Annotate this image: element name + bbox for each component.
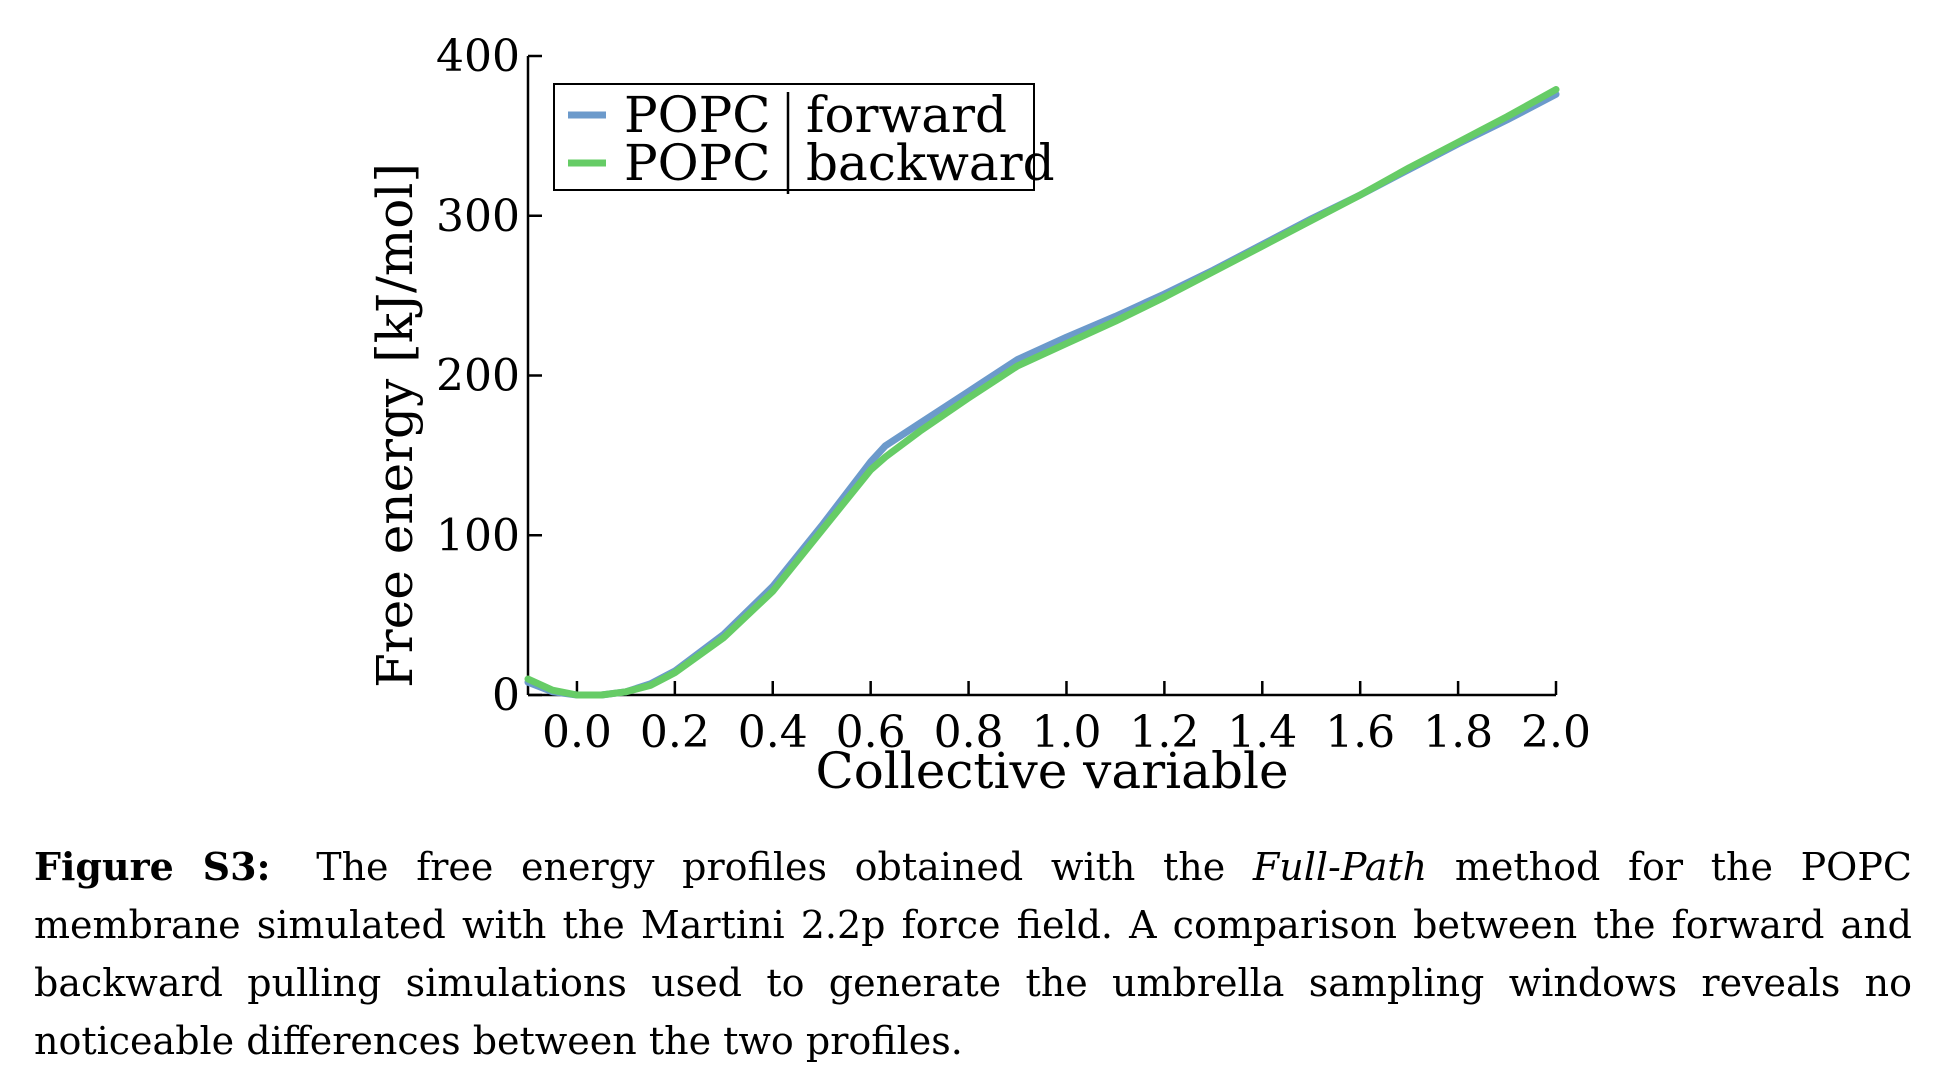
x-tick-label-6: 1.2 <box>1129 707 1199 758</box>
x-tick-label-2: 0.4 <box>738 707 808 758</box>
legend-box <box>553 83 1035 191</box>
legend-direction-forward: forward <box>806 86 1007 144</box>
caption-method: Full-Path <box>1252 845 1428 889</box>
y-tick-label-2: 200 <box>436 351 520 402</box>
x-tick-label-0: 0.0 <box>542 707 612 758</box>
y-axis-title: Free energy [kJ/mol] <box>366 163 424 688</box>
x-tick-label-4: 0.8 <box>934 707 1004 758</box>
legend-name-forward: POPC <box>624 86 771 144</box>
x-tick-label-10: 2.0 <box>1521 707 1591 758</box>
caption-text-after: method for the POPC membrane simulated w… <box>34 845 1912 1063</box>
x-tick-label-3: 0.6 <box>836 707 906 758</box>
y-tick-label-3: 300 <box>436 191 520 242</box>
chart-figure: 0.0 0.2 0.4 0.6 0.8 1.0 1.2 1.4 1.6 1.8 2.0 0 100 200… <box>366 31 1591 800</box>
x-tick-label-8: 1.6 <box>1325 707 1395 758</box>
x-axis-title: Collective variable <box>815 742 1288 800</box>
chart-svg: 0.0 0.2 0.4 0.6 0.8 1.0 1.2 1.4 1.6 1.8 2.0 0 100 200… <box>366 31 1591 800</box>
x-tick-label-7: 1.4 <box>1227 707 1297 758</box>
legend-direction-backward: backward <box>806 134 1055 192</box>
figure-caption: Figure S3: The free energy profiles obta… <box>34 838 1912 1070</box>
caption-text-before: The free energy profiles obtained with t… <box>316 845 1226 889</box>
legend-name-backward: POPC <box>624 134 771 192</box>
y-tick-label-0: 0 <box>492 670 520 721</box>
x-tick-label-5: 1.0 <box>1031 707 1101 758</box>
y-tick-label-1: 100 <box>436 510 520 561</box>
series-line-backward <box>524 86 1560 699</box>
y-tick-label-4: 400 <box>436 31 520 82</box>
x-tick-label-1: 0.2 <box>640 707 710 758</box>
legend: POPC forward POPC backward <box>553 83 1055 194</box>
x-tick-label-9: 1.8 <box>1423 707 1493 758</box>
caption-label: Figure S3: <box>34 844 271 889</box>
